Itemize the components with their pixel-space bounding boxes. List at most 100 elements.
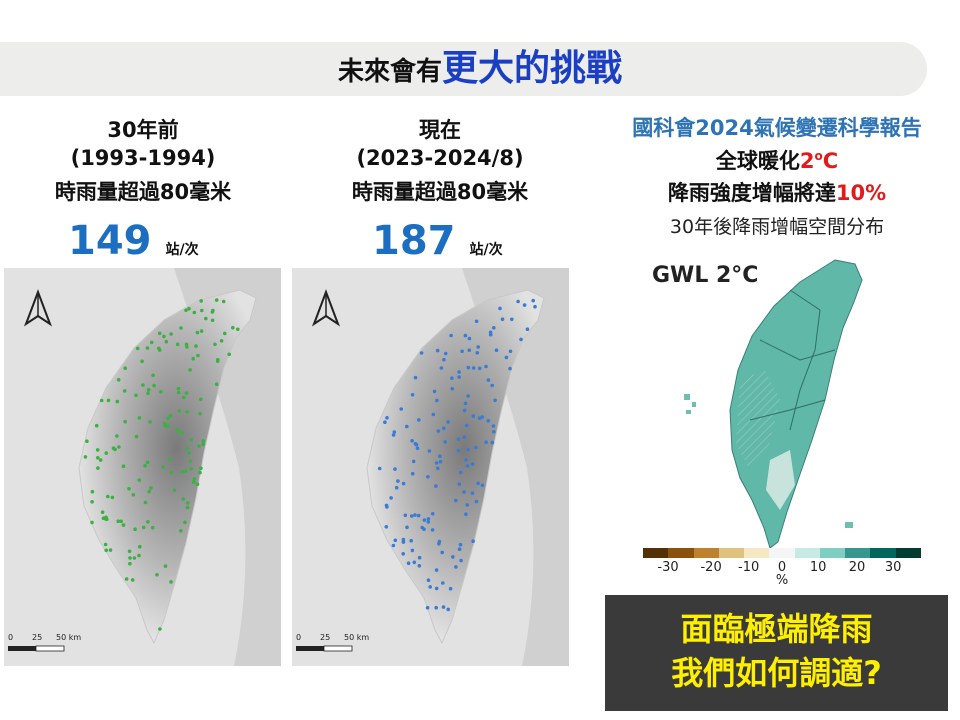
station-dot xyxy=(394,485,399,490)
scale-label-0: 0 xyxy=(296,633,301,642)
station-dot xyxy=(157,331,162,336)
station-dot xyxy=(451,555,455,559)
station-dot xyxy=(491,424,496,428)
station-dot xyxy=(135,346,140,351)
station-dot xyxy=(163,564,168,568)
station-dot xyxy=(476,481,480,486)
station-dot xyxy=(446,420,450,424)
station-dot xyxy=(486,378,491,382)
gwl-label: GWL 2°C xyxy=(652,263,759,288)
station-dot xyxy=(131,493,136,497)
station-dot xyxy=(405,424,409,429)
station-dot xyxy=(471,366,476,370)
station-dot xyxy=(457,482,462,486)
station-dot xyxy=(442,357,446,362)
station-dot xyxy=(138,544,142,549)
station-dot xyxy=(510,317,514,322)
callout-box: 面臨極端降雨 我們如何調適? xyxy=(605,595,948,711)
scale-label-25: 25 xyxy=(320,633,330,642)
station-dot xyxy=(434,605,438,610)
station-dot xyxy=(180,431,185,435)
station-dot xyxy=(143,500,148,505)
station-dot xyxy=(443,351,448,356)
station-dot xyxy=(100,510,105,514)
compass-north-icon xyxy=(23,289,53,327)
station-dot xyxy=(108,548,113,552)
station-dot xyxy=(519,337,523,342)
station-dot xyxy=(492,326,496,330)
gwl-rainfall-map xyxy=(684,259,863,549)
station-dot xyxy=(188,368,192,372)
station-dot xyxy=(415,446,420,451)
station-dot xyxy=(426,475,430,479)
past-desc: 時雨量超過80毫米 xyxy=(54,180,232,204)
station-dot xyxy=(210,318,215,323)
past-period: (1993-1994) xyxy=(70,146,216,170)
station-dot xyxy=(96,456,100,460)
station-dot xyxy=(169,470,174,475)
station-dot xyxy=(457,375,461,379)
station-dot xyxy=(393,467,397,471)
station-dot xyxy=(405,525,409,530)
station-dot xyxy=(204,316,208,321)
station-dot xyxy=(516,299,520,304)
station-dot xyxy=(464,458,468,462)
station-dot xyxy=(201,442,205,447)
station-dot xyxy=(90,500,94,504)
station-dot xyxy=(426,520,431,524)
station-dot xyxy=(410,471,415,476)
station-dot xyxy=(185,505,190,510)
station-dot xyxy=(459,558,463,563)
station-dot xyxy=(162,421,167,426)
station-dot xyxy=(411,459,416,464)
station-dot xyxy=(492,430,496,434)
station-dot xyxy=(130,578,135,582)
past-count: 149 xyxy=(68,218,152,264)
station-dot xyxy=(384,503,389,508)
station-dot xyxy=(185,345,189,349)
station-dot xyxy=(466,394,470,398)
station-dot xyxy=(150,525,155,530)
station-dot xyxy=(434,461,439,465)
station-dot xyxy=(157,346,161,351)
past-count-line: 149 站/次 xyxy=(68,218,199,264)
station-dot xyxy=(425,605,430,610)
station-dot xyxy=(152,383,156,388)
station-dot xyxy=(422,518,427,522)
taiwan-island-shape xyxy=(366,289,545,645)
station-dot xyxy=(446,607,450,612)
station-dot xyxy=(464,423,469,428)
station-dot xyxy=(143,463,147,468)
station-dot xyxy=(214,298,219,302)
report-intensity-line: 降雨強度增幅將達10% xyxy=(594,177,960,207)
station-dot xyxy=(391,433,396,437)
station-dot xyxy=(430,512,435,516)
station-dot xyxy=(435,398,439,403)
station-dot xyxy=(385,416,389,420)
station-dot xyxy=(117,445,121,449)
station-dot xyxy=(94,423,99,428)
station-dot xyxy=(155,573,159,577)
station-dot xyxy=(189,467,194,471)
station-dot xyxy=(391,543,396,548)
present-count-line: 187 站/次 xyxy=(372,218,503,264)
station-dot xyxy=(166,416,170,421)
present-desc: 時雨量超過80毫米 xyxy=(351,180,529,204)
station-dot xyxy=(462,408,467,413)
present-period: (2023-2024/8) xyxy=(356,146,524,170)
station-dot xyxy=(440,550,444,555)
station-dot xyxy=(508,366,512,371)
station-dot xyxy=(211,308,215,313)
station-dot xyxy=(99,398,104,403)
station-dot xyxy=(180,469,185,474)
station-dot xyxy=(219,339,224,343)
title-highlight: 更大的挑戰 xyxy=(442,48,623,89)
station-dot xyxy=(463,333,468,338)
station-dot xyxy=(414,442,419,447)
station-dot xyxy=(471,539,475,543)
station-dot xyxy=(409,514,414,518)
station-dot xyxy=(106,398,111,403)
station-dot xyxy=(105,517,109,521)
warming-degree: o xyxy=(814,149,823,163)
station-dot xyxy=(127,549,132,554)
